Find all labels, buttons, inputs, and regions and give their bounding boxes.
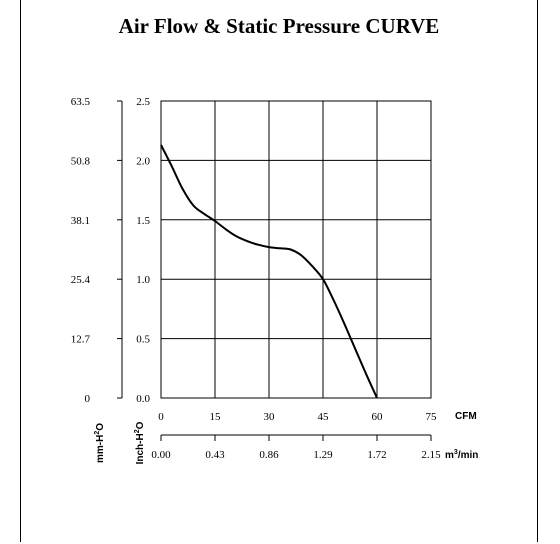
x-tick-label: 0: [158, 411, 164, 423]
plot-border: [160, 100, 432, 399]
secondary-x-tick-label: 0.00: [151, 449, 171, 461]
pressure-curve: [160, 144, 378, 399]
x-tick-label: 60: [372, 411, 384, 423]
x-unit-label: CFM: [455, 411, 477, 422]
secondary-y-tick-label: 0: [85, 393, 91, 405]
x-tick-label: 15: [210, 411, 222, 423]
secondary-x-tick-label: 2.15: [421, 449, 441, 461]
y-tick-label: 1.5: [136, 215, 150, 227]
secondary-x-tick-label: 0.43: [205, 449, 225, 461]
y-tick-label: 2.5: [136, 96, 150, 108]
y-tick-label: 2.0: [136, 155, 150, 167]
secondary-x-tick-label: 1.72: [367, 449, 386, 461]
secondary-y-tick-label: 38.1: [71, 215, 90, 227]
x-tick-label: 75: [426, 411, 438, 423]
y-tick-label: 0.5: [136, 334, 150, 346]
y-tick-label: 0.0: [136, 393, 150, 405]
tick-labels: 0 15 30 45 60 75 0.0 0.5 1.0 1.5 2.0 2.5 0 12.7 25.4 38…: [71, 96, 479, 464]
y-unit-label: Inch-H2O: [134, 421, 146, 464]
secondary-x-tick-label: 0.86: [259, 449, 279, 461]
secondary-y-tick-label: 12.7: [71, 334, 91, 346]
secondary-y-tick-label: 50.8: [71, 155, 91, 167]
secondary-y-tick-label: 25.4: [71, 274, 91, 286]
secondary-x-tick-label: 1.29: [313, 449, 333, 461]
axes: [117, 100, 432, 441]
series-layer: [160, 144, 378, 399]
secondary-y-unit-label: mm-H2O: [94, 423, 106, 463]
secondary-x-unit-label: m3/min: [445, 449, 478, 461]
y-tick-label: 1.0: [136, 274, 150, 286]
y-unit-label-text: Inch-H2O: [134, 421, 146, 464]
secondary-y-tick-label: 63.5: [71, 96, 91, 108]
chart-title: Air Flow & Static Pressure CURVE: [118, 14, 440, 38]
x-tick-label: 45: [318, 411, 330, 423]
x-tick-label: 30: [264, 411, 276, 423]
panel-border: [20, 0, 538, 542]
secondary-y-unit-label-text: mm-H2O: [94, 423, 106, 463]
grid: [161, 101, 431, 398]
